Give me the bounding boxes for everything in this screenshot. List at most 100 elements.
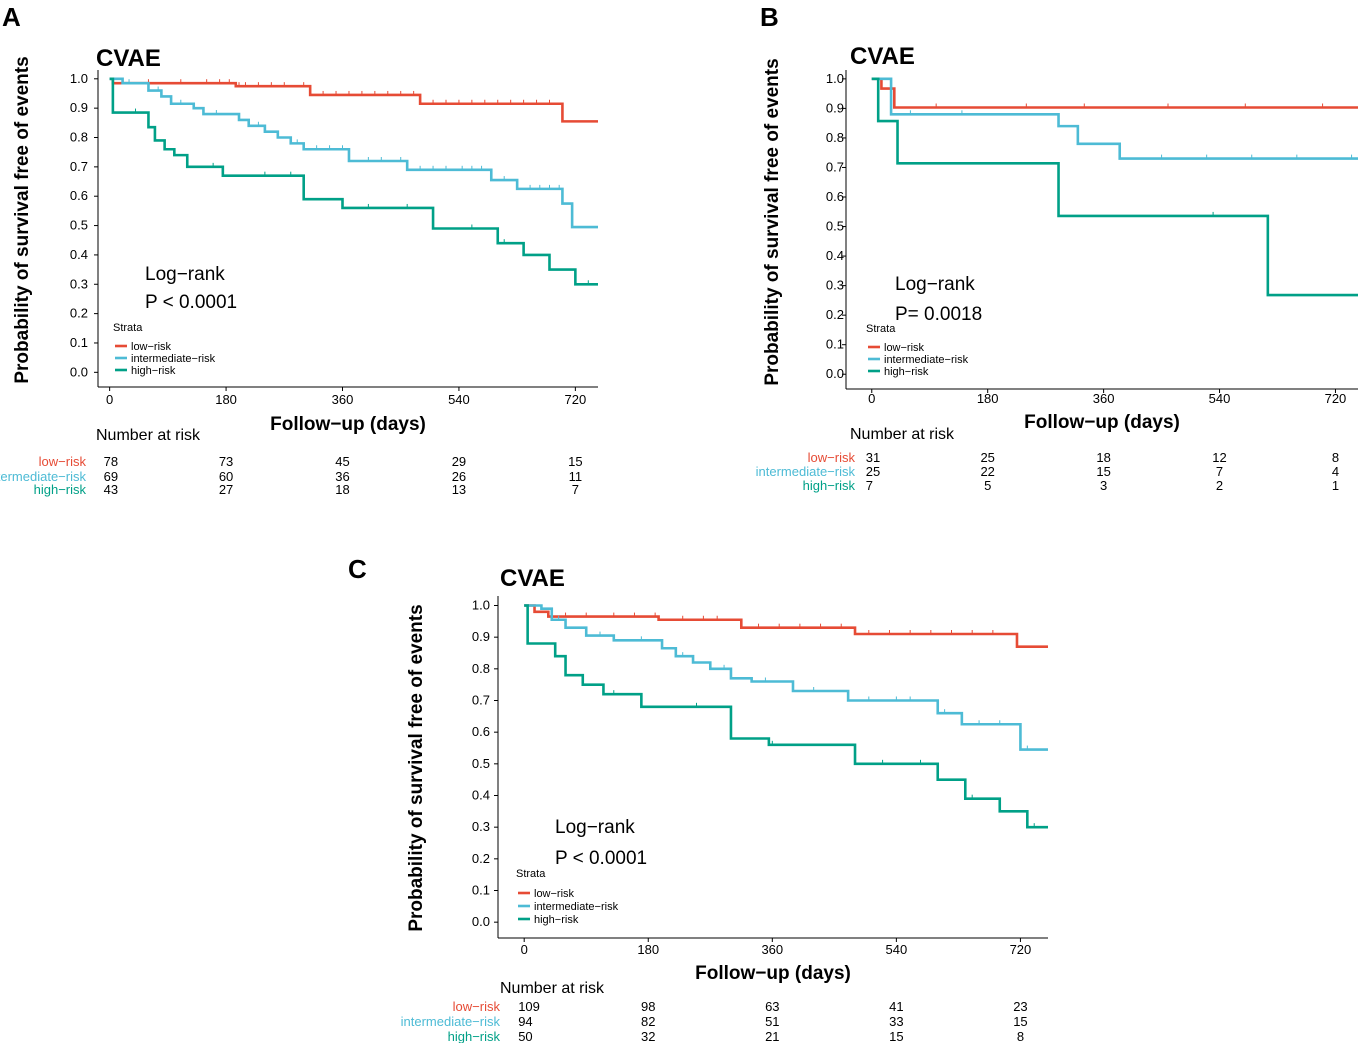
low-risk-legend-label: low−risk bbox=[131, 341, 172, 353]
x-tick-label: 540 bbox=[886, 942, 908, 957]
risk-value: 7 bbox=[572, 482, 579, 497]
high-risk-legend-label: high−risk bbox=[534, 914, 579, 926]
y-tick-label: 0.9 bbox=[826, 100, 844, 115]
risk-value: 27 bbox=[219, 482, 233, 497]
low-risk-curve bbox=[109, 77, 598, 123]
intermediate-risk-legend-label: intermediate−risk bbox=[131, 353, 216, 365]
risk-value: 51 bbox=[765, 1014, 779, 1029]
risk-row-label: high−risk bbox=[34, 482, 87, 497]
chart-title: CVAE bbox=[850, 43, 915, 70]
risk-value: 60 bbox=[219, 469, 233, 484]
risk-value: 25 bbox=[980, 450, 994, 465]
y-tick-label: 1.0 bbox=[472, 598, 490, 613]
y-tick-label: 0.4 bbox=[70, 247, 88, 262]
y-tick-label: 0.6 bbox=[70, 188, 88, 203]
y-tick-label: 0.1 bbox=[472, 883, 490, 898]
x-tick-label: 720 bbox=[1325, 391, 1347, 406]
panel-a: A CVAE 0.0 0.1 0.2 0.3 0.4 0.5 0.6 0.7 0.8 0.9 1.0 0 1… bbox=[0, 2, 598, 497]
risk-value: 31 bbox=[866, 450, 880, 465]
risk-value: 23 bbox=[1013, 999, 1027, 1014]
logrank-label: Log−rank bbox=[145, 264, 225, 285]
y-axis-label: Probability of survival free of events bbox=[762, 58, 783, 385]
risk-row-label: high−risk bbox=[803, 478, 856, 493]
risk-value: 15 bbox=[1096, 464, 1110, 479]
risk-value: 29 bbox=[452, 454, 466, 469]
x-axis-label: Follow−up (days) bbox=[695, 963, 851, 984]
y-tick-label: 1.0 bbox=[826, 71, 844, 86]
y-tick-label: 0.2 bbox=[472, 851, 490, 866]
risk-row-label: high−risk bbox=[448, 1029, 501, 1043]
x-tick-label: 180 bbox=[215, 392, 237, 407]
risk-value: 7 bbox=[866, 478, 873, 493]
x-tick-label: 0 bbox=[521, 942, 528, 957]
risk-value: 82 bbox=[641, 1014, 655, 1029]
risk-value: 25 bbox=[866, 464, 880, 479]
x-tick-label: 360 bbox=[761, 942, 783, 957]
risk-value: 33 bbox=[889, 1014, 903, 1029]
low-risk-curve bbox=[524, 604, 1048, 648]
y-axis-label: Probability of survival free of events bbox=[406, 604, 427, 931]
risk-value: 32 bbox=[641, 1029, 655, 1043]
risk-value: 8 bbox=[1332, 450, 1339, 465]
panel-b: B CVAE 0.0 0.1 0.2 0.3 0.4 0.5 0.6 0.7 0.8 0.9 1.0 0 1… bbox=[756, 2, 1358, 493]
risk-value: 78 bbox=[104, 454, 118, 469]
x-axis-label: Follow−up (days) bbox=[270, 414, 426, 435]
risk-value: 69 bbox=[104, 469, 118, 484]
low-risk-curve bbox=[871, 77, 1358, 109]
y-tick-label: 0.5 bbox=[70, 218, 88, 233]
risk-row-label: intermediate−risk bbox=[401, 1014, 501, 1029]
y-tick-label: 0.7 bbox=[472, 693, 490, 708]
x-axis-label: Follow−up (days) bbox=[1024, 412, 1180, 433]
y-tick-label: 0.4 bbox=[826, 248, 844, 263]
y-tick-label: 0.6 bbox=[826, 189, 844, 204]
y-tick-label: 0.8 bbox=[70, 130, 88, 145]
risk-table-header: Number at risk bbox=[96, 427, 201, 444]
intermediate-risk-legend-label: intermediate−risk bbox=[534, 901, 619, 913]
logrank-label: Log−rank bbox=[895, 274, 975, 295]
y-tick-label: 0.0 bbox=[472, 914, 490, 929]
x-tick-label: 360 bbox=[1093, 391, 1115, 406]
risk-value: 3 bbox=[1100, 478, 1107, 493]
x-tick-label: 180 bbox=[977, 391, 999, 406]
x-tick-label: 0 bbox=[868, 391, 875, 406]
y-tick-label: 0.3 bbox=[472, 819, 490, 834]
risk-value: 2 bbox=[1216, 478, 1223, 493]
y-tick-label: 1.0 bbox=[70, 71, 88, 86]
panel-label: C bbox=[348, 554, 367, 584]
x-tick-label: 720 bbox=[1010, 942, 1032, 957]
p-value-label: P < 0.0001 bbox=[555, 848, 647, 869]
y-tick-label: 0.7 bbox=[70, 159, 88, 174]
risk-value: 41 bbox=[889, 999, 903, 1014]
high-risk-curve bbox=[871, 77, 1358, 297]
p-value-label: P= 0.0018 bbox=[895, 304, 982, 325]
risk-row-label: low−risk bbox=[39, 454, 87, 469]
panel-label: B bbox=[760, 2, 779, 32]
risk-value: 73 bbox=[219, 454, 233, 469]
risk-value: 21 bbox=[765, 1029, 779, 1043]
risk-value: 13 bbox=[452, 482, 466, 497]
x-tick-label: 360 bbox=[332, 392, 354, 407]
risk-value: 43 bbox=[104, 482, 118, 497]
logrank-label: Log−rank bbox=[555, 817, 635, 838]
risk-value: 50 bbox=[518, 1029, 532, 1043]
risk-table-header: Number at risk bbox=[500, 980, 605, 997]
high-risk-curve bbox=[524, 604, 1048, 829]
risk-value: 26 bbox=[452, 469, 466, 484]
x-tick-label: 720 bbox=[565, 392, 587, 407]
intermediate-risk-curve bbox=[871, 77, 1358, 160]
risk-value: 22 bbox=[980, 464, 994, 479]
risk-row-label: intermediate−risk bbox=[756, 464, 856, 479]
y-tick-label: 0.1 bbox=[70, 335, 88, 350]
legend-title: Strata bbox=[516, 868, 546, 880]
y-axis-label: Probability of survival free of events bbox=[12, 56, 33, 383]
low-risk-legend-label: low−risk bbox=[884, 342, 925, 354]
y-tick-label: 0.2 bbox=[70, 306, 88, 321]
chart-title: CVAE bbox=[96, 45, 161, 72]
risk-value: 45 bbox=[335, 454, 349, 469]
high-risk-legend-label: high−risk bbox=[884, 366, 929, 378]
y-tick-label: 0.5 bbox=[472, 756, 490, 771]
risk-value: 4 bbox=[1332, 464, 1339, 479]
y-tick-label: 0.8 bbox=[472, 661, 490, 676]
risk-row-label: low−risk bbox=[453, 999, 501, 1014]
